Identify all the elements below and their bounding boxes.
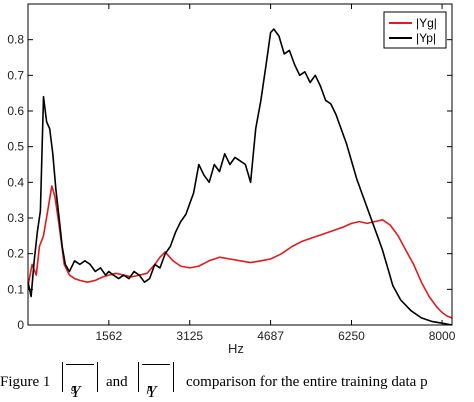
x-tick-label: 8000 xyxy=(429,329,456,343)
x-tick-label: 6250 xyxy=(338,329,365,343)
line-chart: 1562 3125 4687 6250 8000 0 0.1 0.2 0.3 0.4 0.5 0.6 0… xyxy=(7,3,456,356)
x-axis-label: Hz xyxy=(228,341,244,356)
y-tick-label: 0.6 xyxy=(7,104,24,118)
caption-mid: and xyxy=(106,374,128,390)
series-line-yp xyxy=(27,28,453,326)
legend: |Yg||Yp| xyxy=(383,11,447,49)
legend-label-yp: |Yp| xyxy=(416,31,436,45)
y-tick-label: 0.8 xyxy=(7,33,24,47)
caption-yg-letter: Y xyxy=(71,382,81,401)
x-tick-label: 3125 xyxy=(176,329,203,343)
series-line-yg xyxy=(27,185,453,319)
y-tick-label: 0 xyxy=(17,318,24,332)
caption-lead: Figure 1 xyxy=(0,374,51,390)
y-tick-label: 0.2 xyxy=(7,247,24,261)
caption-yg-subscript: g xyxy=(71,382,77,394)
plot-area: 1562 3125 4687 6250 8000 0 0.1 0.2 0.3 0.4 0.5 0.6 0… xyxy=(7,3,456,356)
caption-yp-letter: Y xyxy=(147,382,157,401)
y-tick-label: 0.7 xyxy=(7,68,24,82)
x-tick-label: 4687 xyxy=(257,329,284,343)
caption-yp-subscript: p xyxy=(147,382,153,394)
caption-tail: comparison for the entire training data … xyxy=(186,374,428,390)
y-tick-label: 0.3 xyxy=(7,211,24,225)
y-tick-label: 0.4 xyxy=(7,175,24,189)
x-tick-label: 1562 xyxy=(95,329,122,343)
axes-frame xyxy=(27,3,453,326)
legend-box xyxy=(383,11,447,49)
y-tick-label: 0.5 xyxy=(7,140,24,154)
legend-label-yg: |Yg| xyxy=(416,16,437,30)
y-tick-label: 0.1 xyxy=(7,282,24,296)
